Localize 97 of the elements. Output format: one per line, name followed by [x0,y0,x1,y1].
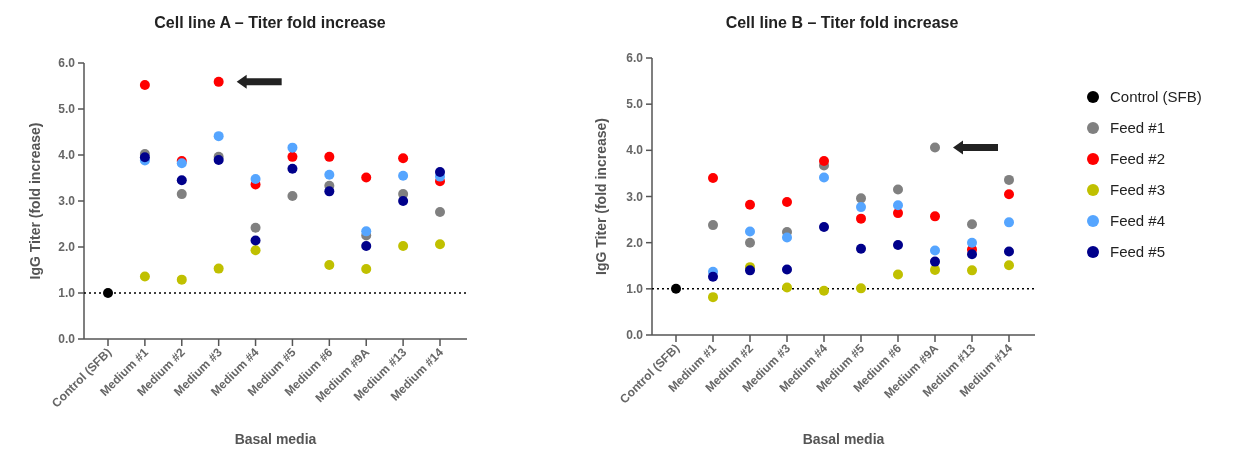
point [819,221,829,232]
point [893,239,903,250]
point [893,184,903,195]
point [856,243,866,254]
point [930,142,940,153]
y-tick-label: 4.0 [58,148,76,162]
chart-title: Cell line B – Titer fold increase [725,14,959,31]
point [967,265,977,276]
point [745,199,755,210]
legend-label: Feed #2 [1110,150,1166,167]
y-tick-label: 5.0 [626,97,644,112]
point [782,232,792,243]
legend-label: Feed #5 [1110,243,1166,260]
point [435,239,445,250]
point [361,172,372,183]
point [930,245,940,256]
point [856,193,866,204]
y-tick-label: 2.0 [626,235,644,250]
chart-title: Cell line A – Titer fold increase [154,14,386,31]
point [103,288,113,298]
point [967,219,977,230]
point [213,155,224,166]
point [361,226,372,237]
point [708,292,718,303]
point [398,196,409,206]
point [708,220,718,231]
y-tick-label: 3.0 [626,189,644,204]
x-axis-title: Basal media [234,431,317,447]
point [819,285,829,296]
point [435,167,445,178]
point [745,226,755,237]
point [139,271,150,282]
point [435,207,445,218]
point [856,213,866,224]
point [213,76,224,87]
point [708,173,718,184]
y-axis-title: IgG Titer (fold increase) [593,118,609,275]
y-tick-label: 0.0 [58,332,76,346]
point [671,283,681,294]
point [782,264,792,275]
point [893,200,903,211]
point [398,170,409,181]
point [782,197,792,208]
point [856,202,866,213]
legend-label: Feed #1 [1110,119,1166,136]
point [930,256,940,267]
point [176,274,187,285]
point [967,237,977,248]
point [287,151,298,162]
point [398,153,409,164]
y-tick-label: 2.0 [58,240,76,254]
point [398,241,409,252]
point [819,172,829,183]
point [361,241,372,252]
legend-label: Feed #4 [1110,212,1166,229]
point [361,264,372,275]
y-tick-label: 4.0 [626,143,644,158]
legend-label: Control (SFB) [1110,88,1202,105]
point [250,245,261,256]
y-tick-label: 6.0 [626,51,644,65]
point [250,235,261,246]
point [139,80,150,91]
point [1004,189,1014,200]
point [1004,260,1014,271]
point [1004,174,1014,185]
y-tick-label: 0.0 [626,328,644,342]
point [1004,246,1014,257]
y-tick-label: 1.0 [58,286,76,300]
point [250,173,261,184]
point [287,163,298,174]
y-tick-label: 5.0 [58,102,76,116]
point [745,237,755,248]
point [287,142,298,153]
x-axis-title: Basal media [802,431,885,447]
point [856,283,866,294]
y-axis-title: IgG Titer (fold increase) [27,122,43,280]
point [930,211,940,222]
point [213,131,224,142]
point [893,269,903,280]
point [324,186,335,197]
y-tick-label: 1.0 [626,281,644,296]
point [967,249,977,260]
point [1004,217,1014,228]
y-tick-label: 3.0 [58,194,76,208]
y-tick-label: 6.0 [58,56,76,70]
point [782,282,792,293]
point [819,155,829,166]
point [250,222,261,233]
point [324,169,335,180]
point [708,271,718,282]
point [176,175,187,186]
legend-label: Feed #3 [1110,181,1166,198]
point [324,151,335,162]
point [287,190,298,201]
point [176,189,187,200]
point [324,259,335,270]
point [213,263,224,274]
